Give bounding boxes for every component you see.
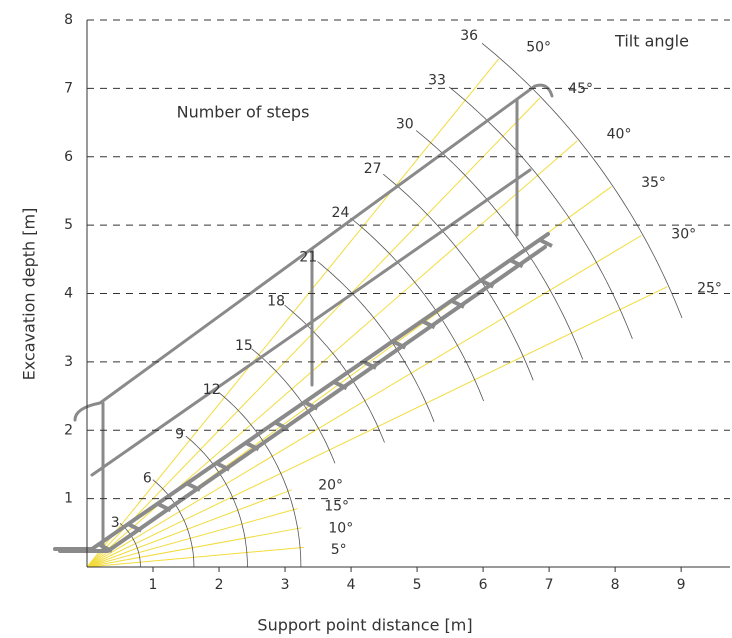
x-tick-label: 3 xyxy=(281,577,290,593)
angle-label: 15° xyxy=(324,499,349,515)
step-label: 27 xyxy=(364,161,382,177)
angle-ray xyxy=(86,546,305,568)
angle-label: 45° xyxy=(568,81,593,97)
rung xyxy=(99,543,113,553)
angle-ray xyxy=(86,286,668,568)
step-arc xyxy=(481,42,683,319)
angle-ray xyxy=(86,527,302,568)
step-label: 15 xyxy=(235,338,253,354)
y-axis-label: Excavation depth [m] xyxy=(20,208,39,381)
angle-ray xyxy=(86,508,298,568)
angles-title: Tilt angle xyxy=(614,32,689,51)
step-arc xyxy=(448,86,633,339)
y-tick-label: 5 xyxy=(64,217,73,233)
angle-label: 50° xyxy=(526,39,551,55)
angle-label: 5° xyxy=(331,542,347,558)
rung xyxy=(451,299,465,309)
y-tick-label: 2 xyxy=(64,422,73,438)
step-arc xyxy=(185,435,248,567)
rung xyxy=(392,339,407,350)
step-label: 21 xyxy=(299,249,317,265)
y-tick-label: 8 xyxy=(64,12,73,28)
rung xyxy=(539,238,553,248)
step-label: 18 xyxy=(267,294,285,310)
step-arc xyxy=(119,523,141,567)
step-arc xyxy=(415,130,584,360)
x-tick-label: 9 xyxy=(677,577,686,593)
rung xyxy=(480,278,495,289)
step-arc xyxy=(218,392,302,568)
rung xyxy=(509,258,524,269)
step-label: 12 xyxy=(203,382,221,398)
step-label: 6 xyxy=(143,471,152,487)
rung xyxy=(304,400,319,411)
angle-label: 25° xyxy=(697,280,722,296)
rung xyxy=(363,360,377,370)
x-tick-label: 5 xyxy=(413,577,422,593)
rung xyxy=(275,421,289,431)
angle-label: 40° xyxy=(607,126,632,142)
angle-label: 30° xyxy=(671,226,696,242)
y-tick-label: 7 xyxy=(64,80,73,96)
x-tick-label: 7 xyxy=(545,577,554,593)
rung xyxy=(333,380,348,391)
rung xyxy=(128,522,143,533)
step-label: 24 xyxy=(332,205,350,221)
step-label: 36 xyxy=(460,28,478,44)
ladder-illustration xyxy=(53,83,554,553)
step-arc xyxy=(284,304,385,443)
x-tick-label: 6 xyxy=(479,577,488,593)
x-axis-label: Support point distance [m] xyxy=(257,616,472,635)
y-tick-label: 3 xyxy=(64,354,73,370)
y-tick-label: 6 xyxy=(64,149,73,165)
step-label: 9 xyxy=(175,426,184,442)
step-arc xyxy=(317,261,435,422)
y-tick-label: 1 xyxy=(64,491,73,507)
step-label: 3 xyxy=(111,515,120,531)
rung xyxy=(157,502,172,513)
step-arc xyxy=(251,348,336,464)
fan xyxy=(86,42,683,568)
rung xyxy=(187,482,201,492)
handrail xyxy=(73,83,554,422)
rail xyxy=(58,245,547,553)
x-tick-label: 8 xyxy=(611,577,620,593)
step-label: 33 xyxy=(428,72,446,88)
rung xyxy=(421,319,436,330)
angle-label: 20° xyxy=(318,477,343,493)
angle-label: 35° xyxy=(641,175,666,191)
rung xyxy=(245,441,260,452)
post xyxy=(101,98,519,550)
steps-title: Number of steps xyxy=(177,103,310,122)
step-arc xyxy=(383,173,534,381)
x-tick-label: 4 xyxy=(347,577,356,593)
step-arc xyxy=(350,217,484,402)
step-arc xyxy=(152,479,195,567)
angle-label: 10° xyxy=(328,520,353,536)
x-tick-label: 2 xyxy=(215,577,224,593)
step-label: 30 xyxy=(396,117,414,133)
x-tick-label: 1 xyxy=(149,577,158,593)
rail xyxy=(53,232,550,551)
angle-ray xyxy=(86,489,292,568)
rung xyxy=(216,461,231,472)
y-tick-label: 4 xyxy=(64,286,73,302)
